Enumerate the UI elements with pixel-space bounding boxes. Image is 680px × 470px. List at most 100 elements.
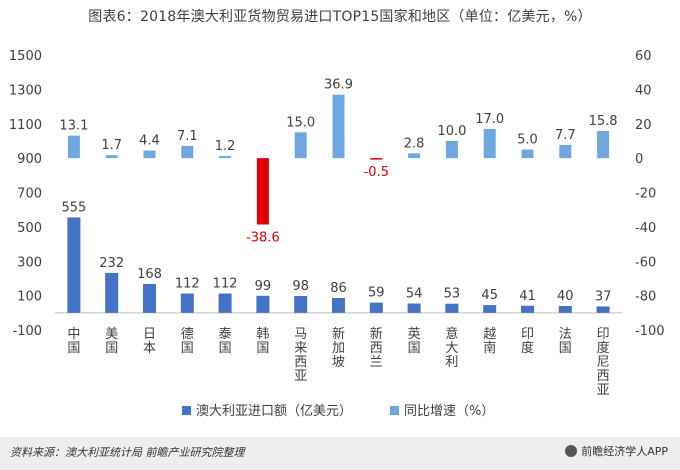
category-label-char: 度 bbox=[597, 340, 610, 356]
category-label-char: 法 bbox=[559, 327, 572, 342]
category-label-char: 国 bbox=[67, 341, 80, 356]
import-bar bbox=[407, 303, 421, 313]
left-axis-tick: 1500 bbox=[9, 49, 42, 64]
category-label-char: 越 bbox=[483, 327, 496, 342]
right-axis-tick: -40 bbox=[635, 221, 656, 236]
import-value-label: 54 bbox=[406, 287, 423, 302]
import-value-label: 37 bbox=[595, 289, 612, 304]
category-label-char: 本 bbox=[143, 341, 156, 356]
right-axis-tick: -100 bbox=[635, 324, 665, 339]
import-value-label: 168 bbox=[137, 267, 162, 282]
legend-label-imports: 澳大利亚进口额（亿美元） bbox=[196, 403, 352, 419]
import-bar bbox=[105, 272, 119, 313]
import-bar bbox=[596, 306, 610, 313]
category-label-char: 尼 bbox=[597, 355, 610, 370]
category-label-char: 印 bbox=[521, 327, 534, 342]
growth-bar bbox=[597, 130, 610, 159]
import-value-label: 59 bbox=[368, 286, 385, 301]
growth-value-label: 1.7 bbox=[101, 138, 122, 153]
import-value-label: 40 bbox=[557, 289, 574, 304]
category-label-char: 南 bbox=[483, 340, 496, 356]
legend-label-growth: 同比增速（%） bbox=[404, 404, 494, 419]
right-axis-tick: 0 bbox=[635, 152, 643, 167]
import-value-label: 86 bbox=[330, 281, 347, 296]
growth-bar bbox=[294, 132, 307, 159]
import-bar bbox=[369, 302, 383, 313]
category-label-char: 国 bbox=[408, 341, 421, 356]
left-axis-tick: 1300 bbox=[9, 83, 42, 98]
growth-value-label: 13.1 bbox=[59, 119, 88, 134]
import-value-label: 555 bbox=[61, 200, 86, 215]
growth-bar bbox=[256, 158, 269, 225]
legend-swatch-growth bbox=[390, 406, 399, 415]
category-label-char: 坡 bbox=[332, 355, 345, 370]
right-axis-tick: 40 bbox=[635, 83, 652, 98]
import-value-label: 98 bbox=[292, 279, 309, 294]
import-bar bbox=[521, 305, 534, 313]
right-axis-tick: -20 bbox=[635, 187, 656, 202]
chart-title: 图表6：2018年澳大利亚货物贸易进口TOP15国家和地区（单位：亿美元，%） bbox=[88, 9, 592, 25]
import-bar bbox=[294, 295, 308, 313]
category-label-char: 度 bbox=[521, 340, 534, 356]
chart-area: 1500 1300 1100 900 700 500 300 100 -100 60 40 20 0 -2… bbox=[9, 49, 665, 419]
category-label-char: 意 bbox=[445, 326, 458, 342]
import-bar bbox=[445, 303, 459, 313]
growth-bar bbox=[483, 128, 496, 159]
brand-logo-icon bbox=[565, 445, 578, 457]
import-bar bbox=[218, 293, 232, 313]
category-label-char: 美 bbox=[105, 327, 118, 342]
left-axis-tick: 700 bbox=[17, 187, 42, 202]
brand-name: 前瞻经济学人APP bbox=[581, 445, 668, 458]
left-axis-tick: -100 bbox=[12, 324, 42, 339]
category-label-char: 亚 bbox=[294, 369, 307, 384]
category-label-char: 马 bbox=[294, 327, 307, 342]
import-bar bbox=[332, 298, 345, 313]
import-value-label: 45 bbox=[481, 288, 498, 303]
category-label-char: 新 bbox=[370, 326, 383, 342]
growth-value-label: 15.8 bbox=[589, 114, 618, 129]
growth-value-label: 17.0 bbox=[475, 112, 504, 127]
growth-value-label: 15.0 bbox=[286, 115, 315, 130]
growth-bar bbox=[67, 135, 80, 159]
import-value-label: 53 bbox=[444, 287, 461, 302]
category-label-char: 韩 bbox=[256, 327, 269, 342]
right-axis-tick: -60 bbox=[635, 255, 656, 270]
category-label-char: 新 bbox=[332, 326, 345, 342]
right-axis-tick: 60 bbox=[635, 49, 652, 64]
import-bar bbox=[143, 283, 156, 313]
category-label-char: 西 bbox=[370, 341, 383, 356]
category-label-char: 亚 bbox=[597, 383, 610, 398]
growth-bar bbox=[143, 150, 156, 159]
category-label-char: 加 bbox=[332, 341, 345, 356]
growth-value-label: 36.9 bbox=[324, 78, 353, 93]
growth-value-label: 4.4 bbox=[139, 134, 160, 149]
left-axis-tick: 100 bbox=[17, 290, 42, 305]
left-axis-tick: 300 bbox=[17, 255, 42, 270]
growth-value-label: -0.5 bbox=[364, 165, 389, 180]
growth-bar bbox=[408, 153, 421, 159]
category-label-char: 德 bbox=[181, 327, 194, 342]
left-axis-tick: 900 bbox=[17, 152, 42, 167]
growth-bar bbox=[181, 145, 194, 159]
category-label-char: 泰 bbox=[219, 327, 232, 342]
category-label-char: 英 bbox=[408, 327, 421, 342]
legend-swatch-imports bbox=[182, 406, 191, 415]
category-label-char: 西 bbox=[597, 369, 610, 384]
growth-value-label: 7.1 bbox=[177, 129, 198, 144]
category-label-char: 日 bbox=[143, 327, 156, 342]
import-bar bbox=[67, 217, 81, 313]
growth-bar bbox=[521, 149, 534, 159]
category-label-char: 国 bbox=[256, 341, 269, 356]
growth-bar bbox=[332, 94, 345, 159]
category-label-char: 中 bbox=[67, 327, 80, 342]
source-note: 资料来源：澳大利亚统计局 前瞻产业研究院整理 bbox=[10, 446, 245, 459]
growth-bar bbox=[445, 140, 458, 159]
import-bar bbox=[558, 305, 572, 313]
category-label-char: 国 bbox=[219, 341, 232, 356]
import-value-label: 41 bbox=[519, 289, 536, 304]
category-label-char: 国 bbox=[105, 341, 118, 356]
import-value-label: 112 bbox=[213, 277, 238, 292]
growth-bar bbox=[105, 155, 118, 159]
growth-value-label: 5.0 bbox=[517, 133, 538, 148]
growth-value-label: 7.7 bbox=[555, 128, 576, 143]
